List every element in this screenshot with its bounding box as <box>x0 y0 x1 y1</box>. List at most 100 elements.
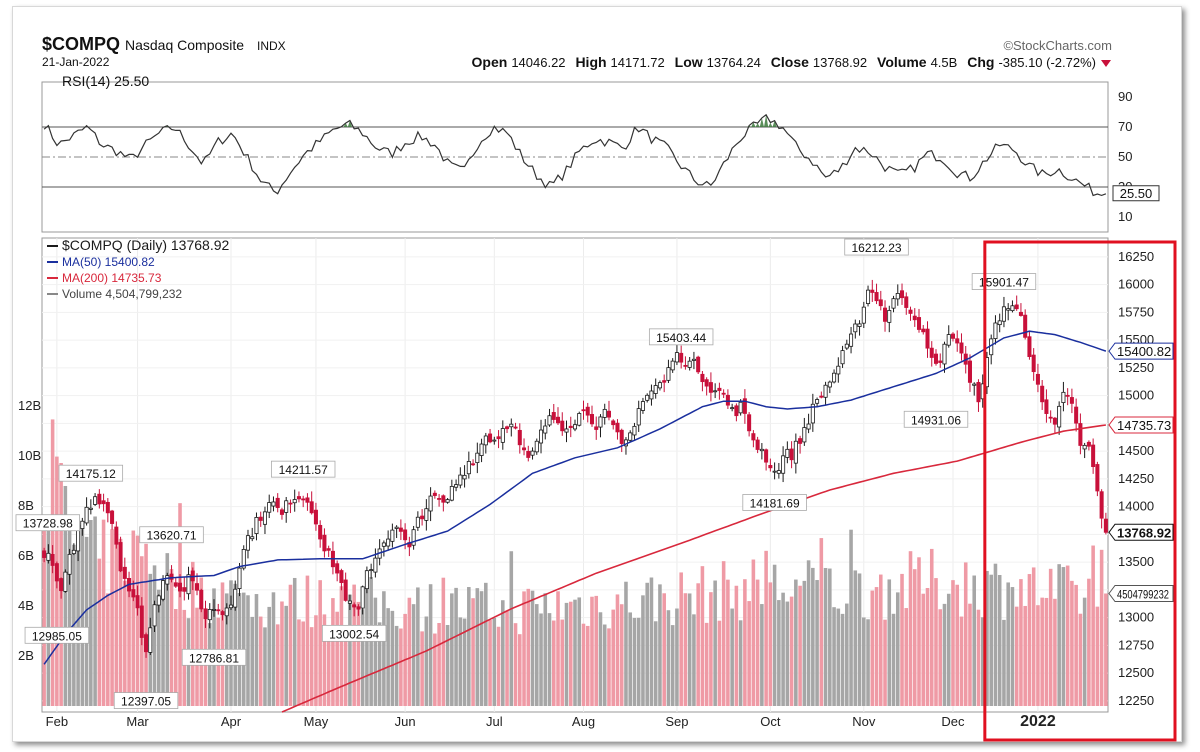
candle-body <box>245 535 250 551</box>
volume-y-tick: 2B <box>18 648 34 663</box>
volume-bar <box>229 580 233 706</box>
volume-bar <box>356 601 361 706</box>
volume-bar <box>738 620 743 706</box>
candle-body <box>781 455 786 474</box>
candle-body <box>454 484 459 488</box>
price-annotation-box <box>181 648 247 666</box>
volume-bar <box>968 603 972 706</box>
volume-bar <box>1053 598 1057 706</box>
candle-body <box>93 496 98 505</box>
volume-bar <box>267 606 271 706</box>
chg-value: -385.10 (-2.72%) <box>998 55 1096 70</box>
candle-body <box>1048 416 1053 419</box>
volume-bar <box>938 609 943 706</box>
candle-body <box>471 463 476 466</box>
ma50-line <box>43 330 1107 665</box>
volume-bar <box>420 631 424 706</box>
candle-body <box>602 408 607 418</box>
volume-bar <box>360 609 365 706</box>
x-tick-label: Feb <box>46 714 68 729</box>
volume-bar <box>743 579 747 706</box>
candle-body <box>645 394 650 401</box>
candle-body <box>203 608 208 620</box>
volume-bar <box>1014 606 1019 706</box>
candle-body <box>1027 336 1032 358</box>
volume-bar <box>764 550 768 706</box>
candle-body <box>84 506 89 524</box>
candle-body <box>526 450 531 458</box>
x-tick-label: May <box>304 714 329 729</box>
volume-bar <box>131 530 136 706</box>
volume-bar <box>581 623 586 706</box>
volume-bar <box>912 569 917 706</box>
volume-bar <box>539 613 543 706</box>
candle-body <box>445 499 450 503</box>
candle-body <box>462 474 467 480</box>
candle-body <box>390 529 395 542</box>
volume-bar <box>275 624 280 706</box>
candle-body <box>411 529 416 546</box>
candle-body <box>606 410 611 418</box>
candle-body <box>1069 397 1074 404</box>
rsi-y-tick: 50 <box>1118 149 1132 164</box>
volume-bar <box>602 624 607 706</box>
price-annotation-box <box>742 494 807 511</box>
price-last-value-box <box>1108 523 1174 541</box>
candle-body <box>237 567 242 590</box>
volume-bar <box>284 605 288 706</box>
volume-bar <box>942 603 947 706</box>
volume-bar <box>666 610 671 706</box>
candle-body <box>764 449 769 463</box>
candle-body <box>598 416 603 428</box>
candle-body <box>738 401 743 414</box>
volume-bar <box>751 559 756 706</box>
price-annotation-label: 14175.12 <box>66 467 116 481</box>
x-tick-label: Jun <box>395 714 416 729</box>
volume-bar <box>433 633 437 706</box>
x-tick-label: Apr <box>221 714 242 729</box>
legend-item: $COMPQ (Daily) 13768.92 <box>62 237 230 253</box>
candle-body <box>322 534 327 552</box>
candle-body <box>1103 518 1108 533</box>
price-annotation-box <box>24 626 90 644</box>
volume-bar <box>1040 597 1044 706</box>
volume-bar <box>288 584 293 706</box>
candle-body <box>148 627 153 653</box>
volume-bar <box>577 597 582 706</box>
x-tick-label: Nov <box>852 714 876 729</box>
price-annotation-label: 15901.47 <box>979 276 1029 290</box>
volume-bar <box>607 628 611 706</box>
volume-bar <box>522 591 526 706</box>
candle-body <box>241 549 246 569</box>
low-value: 13764.24 <box>707 55 761 70</box>
volume-y-tick: 10B <box>18 448 41 463</box>
candle-body <box>364 570 369 590</box>
volume-bar <box>997 574 1002 706</box>
price-last-value-label: 13768.92 <box>1117 525 1171 540</box>
candle-body <box>806 423 811 430</box>
volume-bar <box>641 595 645 706</box>
candle-body <box>708 382 713 393</box>
candle-body <box>649 390 654 400</box>
candle-body <box>1035 373 1040 385</box>
price-annotation-label: 14931.06 <box>911 413 961 427</box>
candle-body <box>551 412 556 420</box>
volume-bar <box>879 574 883 706</box>
ma200-last-value-label: 14735.73 <box>1117 418 1171 433</box>
candle-body <box>793 440 798 464</box>
candle-body <box>114 526 119 545</box>
volume-bar <box>951 580 955 706</box>
candle-body <box>721 392 726 395</box>
price-annotation-label: 12786.81 <box>189 651 239 665</box>
candle-body <box>309 501 314 514</box>
candle-body <box>71 549 76 555</box>
candle-body <box>335 563 340 574</box>
volume-bar <box>726 579 730 706</box>
candle-body <box>866 289 871 304</box>
volume-bar <box>1027 574 1032 706</box>
candle-body <box>144 634 149 653</box>
candle-body <box>832 372 837 383</box>
candle-body <box>615 422 620 433</box>
volume-bar <box>1074 584 1078 706</box>
